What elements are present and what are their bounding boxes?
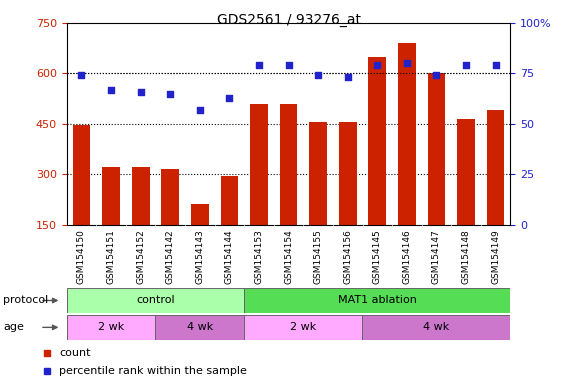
- Point: [255, 62, 264, 68]
- Bar: [67, 288, 244, 313]
- Text: count: count: [59, 348, 90, 358]
- Bar: [427, 73, 445, 275]
- Bar: [309, 122, 327, 275]
- Text: GSM154152: GSM154152: [136, 230, 145, 284]
- Text: GSM154148: GSM154148: [462, 230, 470, 284]
- Text: GSM154142: GSM154142: [166, 230, 175, 284]
- Bar: [155, 315, 244, 340]
- Point: [372, 62, 382, 68]
- Text: 2 wk: 2 wk: [290, 322, 317, 333]
- Bar: [161, 169, 179, 275]
- Bar: [102, 167, 120, 275]
- Bar: [67, 315, 155, 340]
- Text: protocol: protocol: [3, 295, 48, 306]
- Bar: [220, 176, 238, 275]
- Text: GSM154150: GSM154150: [77, 230, 86, 285]
- Point: [343, 74, 352, 81]
- Text: MAT1 ablation: MAT1 ablation: [338, 295, 416, 306]
- Text: GSM154151: GSM154151: [107, 230, 115, 285]
- Text: age: age: [3, 322, 24, 333]
- Bar: [191, 205, 209, 275]
- Bar: [72, 124, 90, 275]
- Bar: [362, 315, 510, 340]
- Bar: [368, 57, 386, 275]
- Point: [107, 86, 116, 93]
- Bar: [132, 167, 150, 275]
- Bar: [244, 315, 362, 340]
- Bar: [339, 122, 357, 275]
- Point: [462, 62, 471, 68]
- Text: GSM154147: GSM154147: [432, 230, 441, 284]
- Point: [313, 73, 322, 79]
- Text: GSM154143: GSM154143: [195, 230, 204, 284]
- Text: percentile rank within the sample: percentile rank within the sample: [59, 366, 247, 376]
- Text: GSM154144: GSM154144: [225, 230, 234, 284]
- Text: GSM154153: GSM154153: [255, 230, 263, 285]
- Text: GSM154154: GSM154154: [284, 230, 293, 284]
- Text: 2 wk: 2 wk: [98, 322, 124, 333]
- Text: GDS2561 / 93276_at: GDS2561 / 93276_at: [216, 13, 361, 27]
- Point: [136, 89, 145, 95]
- Point: [491, 62, 500, 68]
- Text: 4 wk: 4 wk: [423, 322, 450, 333]
- Point: [284, 62, 293, 68]
- Text: 4 wk: 4 wk: [187, 322, 213, 333]
- Point: [77, 73, 86, 79]
- Text: GSM154155: GSM154155: [314, 230, 322, 285]
- Bar: [457, 119, 475, 275]
- Bar: [250, 104, 268, 275]
- Text: control: control: [136, 295, 175, 306]
- Point: [224, 94, 234, 101]
- Text: GSM154149: GSM154149: [491, 230, 500, 284]
- Point: [195, 107, 204, 113]
- Bar: [280, 104, 298, 275]
- Bar: [487, 111, 505, 275]
- Point: [166, 91, 175, 97]
- Text: GSM154156: GSM154156: [343, 230, 352, 285]
- Text: GSM154146: GSM154146: [403, 230, 411, 284]
- Bar: [244, 288, 510, 313]
- Bar: [398, 43, 416, 275]
- Point: [403, 60, 412, 66]
- Point: [432, 73, 441, 79]
- Text: GSM154145: GSM154145: [373, 230, 382, 284]
